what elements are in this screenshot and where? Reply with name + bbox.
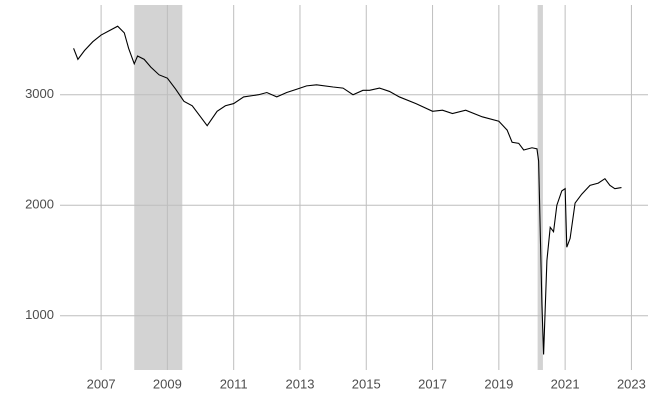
x-tick-label: 2023	[617, 376, 646, 391]
x-tick-label: 2021	[551, 376, 580, 391]
x-tick-label: 2017	[418, 376, 447, 391]
y-tick-label: 2000	[25, 197, 54, 212]
y-tick-label: 1000	[25, 307, 54, 322]
shaded-range	[134, 5, 183, 370]
x-tick-label: 2019	[484, 376, 513, 391]
x-tick-label: 2011	[220, 376, 248, 391]
x-tick-label: 2009	[153, 376, 182, 391]
x-tick-label: 2007	[87, 376, 116, 391]
shaded-range	[537, 5, 543, 370]
x-tick-label: 2015	[352, 376, 381, 391]
y-tick-label: 3000	[25, 86, 54, 101]
x-tick-label: 2013	[286, 376, 315, 391]
data-line	[73, 25, 622, 355]
